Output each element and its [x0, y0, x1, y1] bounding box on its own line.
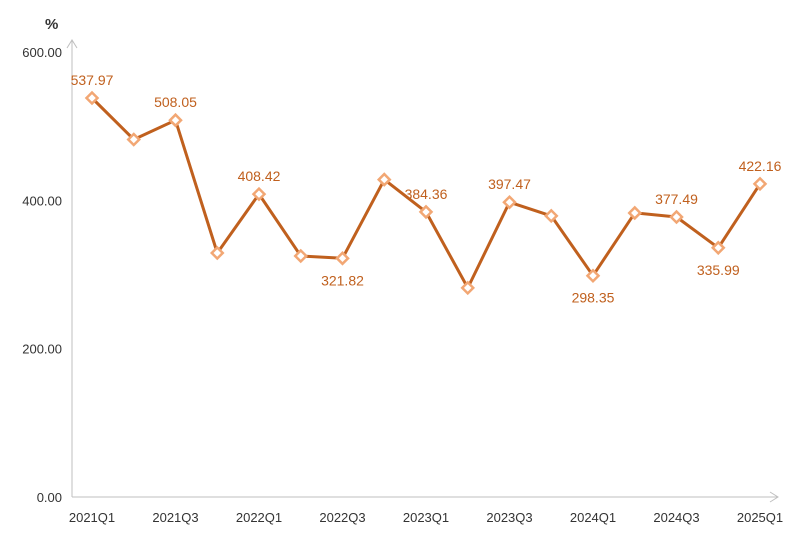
data-point-marker	[585, 268, 601, 283]
data-label: 321.82	[321, 272, 364, 288]
y-tick-label: 200.00	[22, 342, 62, 357]
data-label-group: 537.97 508.05 408.42 321.82 384.36 397.47 298.…	[71, 72, 782, 306]
x-tick-label: 2023Q1	[403, 510, 449, 525]
y-tick-label: 400.00	[22, 193, 62, 208]
x-axis-arrow	[769, 491, 779, 503]
data-point-marker	[752, 176, 768, 192]
y-tick-label: 600.00	[22, 45, 62, 60]
data-label: 508.05	[154, 94, 197, 110]
data-label: 298.35	[572, 290, 615, 306]
x-tick-label: 2022Q1	[236, 510, 282, 525]
data-point-marker	[84, 90, 100, 106]
data-point-marker	[543, 208, 559, 224]
data-point-marker	[168, 112, 183, 128]
y-tick-label: 0.00	[37, 490, 62, 505]
x-tick-label: 2021Q1	[69, 510, 115, 525]
data-label: 397.47	[488, 176, 531, 192]
x-tick-label: 2022Q3	[319, 510, 365, 525]
data-point-marker	[335, 251, 350, 266]
data-point-marker	[502, 194, 517, 210]
data-point-marker	[669, 209, 684, 225]
data-label: 335.99	[697, 262, 740, 278]
data-label: 422.16	[739, 158, 782, 174]
y-axis-unit-label: %	[45, 16, 58, 33]
data-label: 384.36	[405, 186, 448, 202]
data-label: 537.97	[71, 72, 114, 88]
data-label: 408.42	[238, 168, 281, 184]
data-point-marker	[376, 172, 392, 187]
x-tick-label: 2023Q3	[486, 510, 532, 525]
y-axis-arrow	[66, 39, 78, 49]
data-point-marker	[460, 280, 476, 296]
data-point-marker	[251, 186, 267, 202]
data-point-marker	[293, 248, 309, 264]
marker-group	[84, 90, 768, 296]
x-tick-label: 2025Q1	[737, 510, 783, 525]
data-point-marker	[126, 132, 142, 147]
x-tick-label: 2024Q1	[570, 510, 616, 525]
x-tick-label: 2024Q3	[653, 510, 699, 525]
data-point-marker	[209, 245, 225, 261]
x-tick-label: 2021Q3	[152, 510, 198, 525]
axes: 0.00 200.00 400.00 600.00 2021Q1 2021Q3 2022Q1…	[22, 39, 783, 525]
data-point-marker	[710, 240, 726, 256]
data-label: 377.49	[655, 191, 698, 207]
data-point-marker	[627, 205, 643, 221]
data-point-marker	[418, 204, 434, 220]
